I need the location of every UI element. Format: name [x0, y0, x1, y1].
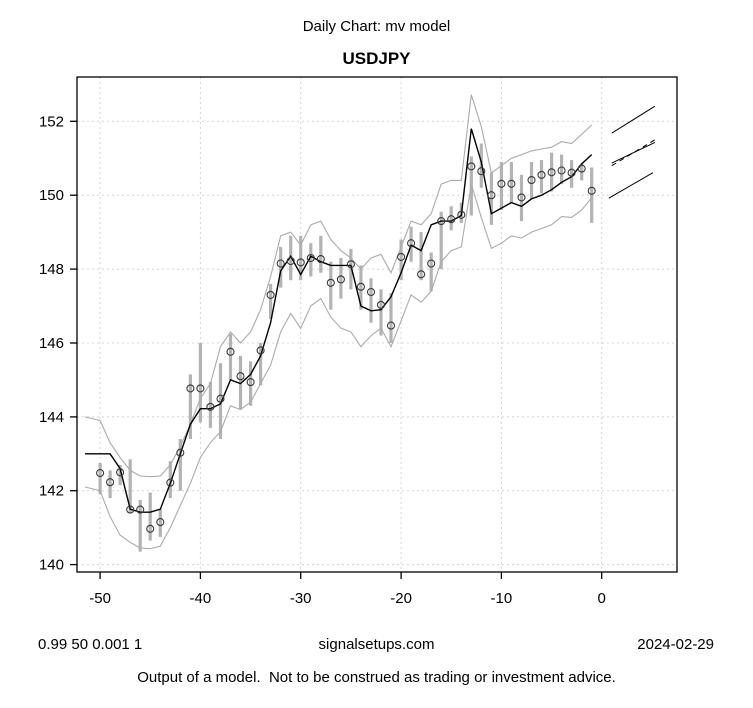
svg-text:-20: -20: [390, 590, 412, 607]
chart-date: 2024-02-29: [637, 636, 714, 653]
x-axis-ticks: -50 -40 -30 -20 -10 0: [89, 572, 606, 607]
confidence-band-lines: [84, 94, 593, 550]
svg-text:-40: -40: [190, 590, 212, 607]
svg-text:144: 144: [39, 409, 64, 426]
svg-text:140: 140: [39, 557, 64, 574]
svg-text:148: 148: [39, 261, 64, 278]
svg-text:146: 146: [39, 335, 64, 352]
model-parameters: 0.99 50 0.001 1: [38, 636, 143, 653]
svg-text:152: 152: [39, 113, 64, 130]
site-name: signalsetups.com: [318, 636, 435, 653]
symbol-title: USDJPY: [342, 49, 411, 68]
y-axis-ticks: 140 142 144 146 148 150 152: [39, 113, 77, 574]
disclaimer-text: Output of a model. Not to be construed a…: [137, 669, 616, 686]
daily-range-bars: [98, 143, 594, 552]
svg-text:-10: -10: [491, 590, 513, 607]
svg-text:-30: -30: [290, 590, 312, 607]
observed-price-circles: [96, 162, 596, 533]
svg-text:150: 150: [39, 187, 64, 204]
svg-text:142: 142: [39, 483, 64, 500]
grid-lines: [77, 77, 677, 572]
svg-text:-50: -50: [89, 590, 111, 607]
forecast-projection-lines: [608, 105, 659, 199]
svg-text:0: 0: [598, 590, 606, 607]
model-mean-line: [85, 128, 593, 513]
chart-title: Daily Chart: mv model: [302, 18, 451, 35]
plot-border: [76, 76, 678, 573]
